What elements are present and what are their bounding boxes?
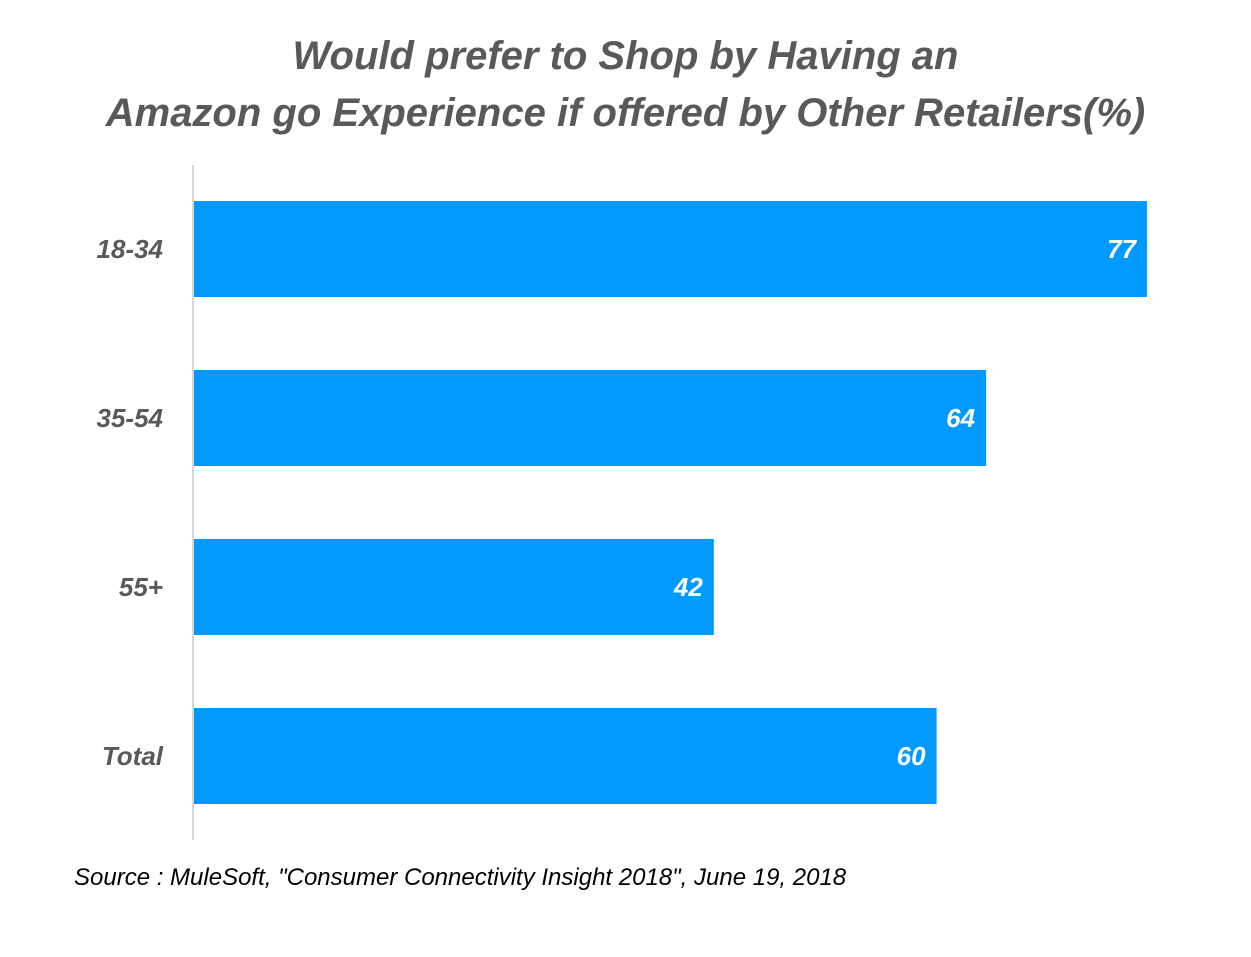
data-label: 77 bbox=[1107, 234, 1137, 264]
bar-35-54 bbox=[194, 370, 987, 466]
title-line-1: Would prefer to Shop by Having an bbox=[292, 34, 959, 78]
source-note: Source : MuleSoft, "Consumer Connectivit… bbox=[74, 864, 847, 891]
bar-55+ bbox=[194, 539, 714, 635]
title-line-2: Amazon go Experience if offered by Other… bbox=[105, 91, 1146, 135]
bar-18-34 bbox=[194, 201, 1147, 297]
data-label: 60 bbox=[897, 741, 926, 771]
chart-title: Would prefer to Shop by Having an Amazon… bbox=[0, 28, 1251, 142]
category-label: 55+ bbox=[119, 572, 163, 602]
data-label: 42 bbox=[673, 572, 703, 602]
category-label: 18-34 bbox=[97, 234, 164, 264]
data-label: 64 bbox=[946, 403, 975, 433]
bar-Total bbox=[194, 708, 937, 804]
category-label: 35-54 bbox=[97, 403, 164, 433]
category-label: Total bbox=[102, 741, 164, 771]
